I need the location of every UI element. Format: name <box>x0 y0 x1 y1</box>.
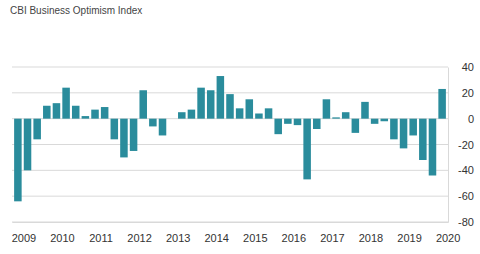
bar <box>352 119 360 133</box>
grid-line <box>12 222 448 223</box>
grid-line <box>12 170 448 171</box>
tick: 40 <box>448 61 474 73</box>
tick-label: -20 <box>458 139 474 151</box>
bar <box>323 99 331 118</box>
bar <box>178 112 186 118</box>
bar <box>246 99 254 118</box>
bar <box>188 110 196 119</box>
bar <box>236 108 244 118</box>
bar <box>33 119 41 140</box>
title: CBI Business Optimism Index <box>10 5 142 16</box>
tick-label: 2009 <box>12 232 36 244</box>
bar <box>14 119 22 202</box>
bar <box>361 102 369 119</box>
bar <box>265 108 273 118</box>
bar <box>274 119 282 134</box>
bar <box>429 119 437 176</box>
grid-line <box>12 67 448 68</box>
tick: 2016 <box>282 222 306 244</box>
tick: 2015 <box>243 222 267 244</box>
bar <box>91 110 99 119</box>
tick: -80 <box>448 216 474 228</box>
bar <box>419 119 427 160</box>
tick: 2010 <box>50 222 74 244</box>
grid <box>12 67 448 222</box>
tick-label: 2016 <box>282 232 306 244</box>
tick-label: -60 <box>458 190 474 202</box>
tick-label: 2017 <box>320 232 344 244</box>
axis-line <box>448 68 449 223</box>
bar <box>72 106 80 119</box>
bar <box>101 107 109 119</box>
bar <box>120 119 128 158</box>
bar <box>149 119 157 127</box>
bar <box>371 119 379 124</box>
bar <box>342 112 350 118</box>
bar <box>207 90 215 118</box>
bar <box>226 94 234 119</box>
tick-label: 2015 <box>243 232 267 244</box>
chart: CBI Business Optimism Index -80 -60 -40 -20 0… <box>0 0 480 254</box>
tick-label: 2018 <box>359 232 383 244</box>
tick-label: 2013 <box>166 232 190 244</box>
tick: 2017 <box>320 222 344 244</box>
bars <box>14 76 446 201</box>
bar <box>82 116 90 119</box>
tick-label: 2019 <box>397 232 421 244</box>
tick: 2012 <box>127 222 151 244</box>
tick: -20 <box>448 139 474 151</box>
bar <box>332 117 340 118</box>
tick-label: 40 <box>462 61 474 73</box>
tick: 2009 <box>12 222 36 244</box>
tick: 2013 <box>166 222 190 244</box>
bar <box>438 89 446 119</box>
bar <box>294 119 302 125</box>
tick: -60 <box>448 190 474 202</box>
bar <box>197 88 205 119</box>
tick-label: 2010 <box>50 232 74 244</box>
tick-label: 0 <box>468 113 474 125</box>
bar <box>159 119 167 136</box>
tick-label: -80 <box>458 216 474 228</box>
y-axis: -80 -60 -40 -20 0 20 40 <box>448 61 474 228</box>
tick-label: 2012 <box>127 232 151 244</box>
bar <box>303 119 311 180</box>
tick: 2020 <box>436 222 460 244</box>
bar <box>62 88 70 119</box>
tick-label: 2020 <box>436 232 460 244</box>
bar <box>400 119 408 149</box>
tick-label: -40 <box>458 164 474 176</box>
bar <box>217 76 225 119</box>
tick: -40 <box>448 164 474 176</box>
tick: 2019 <box>397 222 421 244</box>
bar <box>168 118 176 119</box>
tick: 2014 <box>204 222 228 244</box>
bar <box>284 119 292 124</box>
bar <box>255 114 263 119</box>
grid-line <box>12 144 448 145</box>
grid-line <box>12 196 448 197</box>
tick-label: 20 <box>462 87 474 99</box>
bar <box>43 106 51 119</box>
x-axis: 2009 2010 2011 2012 2013 2014 2015 2016 2017 2018… <box>12 222 461 244</box>
bar <box>24 119 32 171</box>
grid-line <box>12 92 448 93</box>
bar <box>130 119 138 151</box>
bar <box>139 90 147 118</box>
bar <box>53 103 61 119</box>
tick: 20 <box>448 87 474 99</box>
tick: 0 <box>448 113 474 125</box>
axis-line <box>13 222 449 223</box>
bar <box>111 119 119 140</box>
bar <box>313 119 321 129</box>
tick: 2018 <box>359 222 383 244</box>
bar <box>390 119 398 140</box>
tick-label: 2011 <box>89 232 113 244</box>
tick-label: 2014 <box>204 232 228 244</box>
bar <box>409 119 417 136</box>
bar <box>381 119 389 122</box>
tick: 2011 <box>89 222 113 244</box>
